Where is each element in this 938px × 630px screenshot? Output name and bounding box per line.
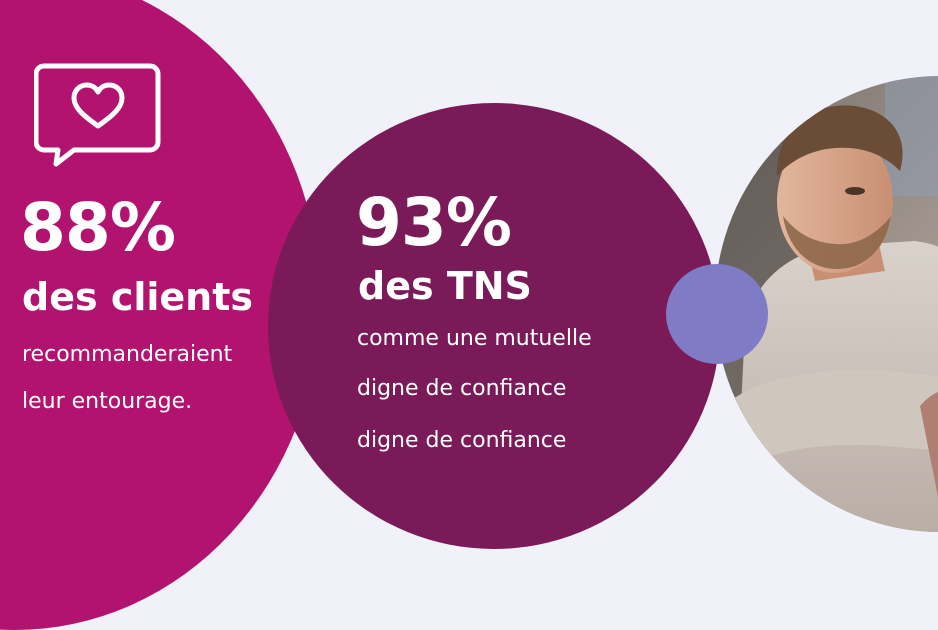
stat-circle-tns [268, 103, 720, 549]
stat-value-tns: 93% [356, 184, 512, 261]
stat-text-line: digne de confiance [357, 428, 567, 453]
stat-subtitle-clients: des clients [22, 275, 254, 319]
stat-subtitle-tns: des TNS [358, 264, 532, 308]
accent-dot [666, 264, 768, 364]
stat-text-line: digne de confiance [357, 376, 567, 401]
stat-value-clients: 88% [20, 189, 176, 266]
stat-text-line: recommanderaient [22, 342, 233, 367]
stat-text-line: comme une mutuelle [357, 326, 592, 351]
heart-speech-bubble-icon [34, 63, 161, 167]
man-in-sweater-photo [715, 76, 938, 532]
stat-text-line: leur entourage. [22, 389, 193, 414]
